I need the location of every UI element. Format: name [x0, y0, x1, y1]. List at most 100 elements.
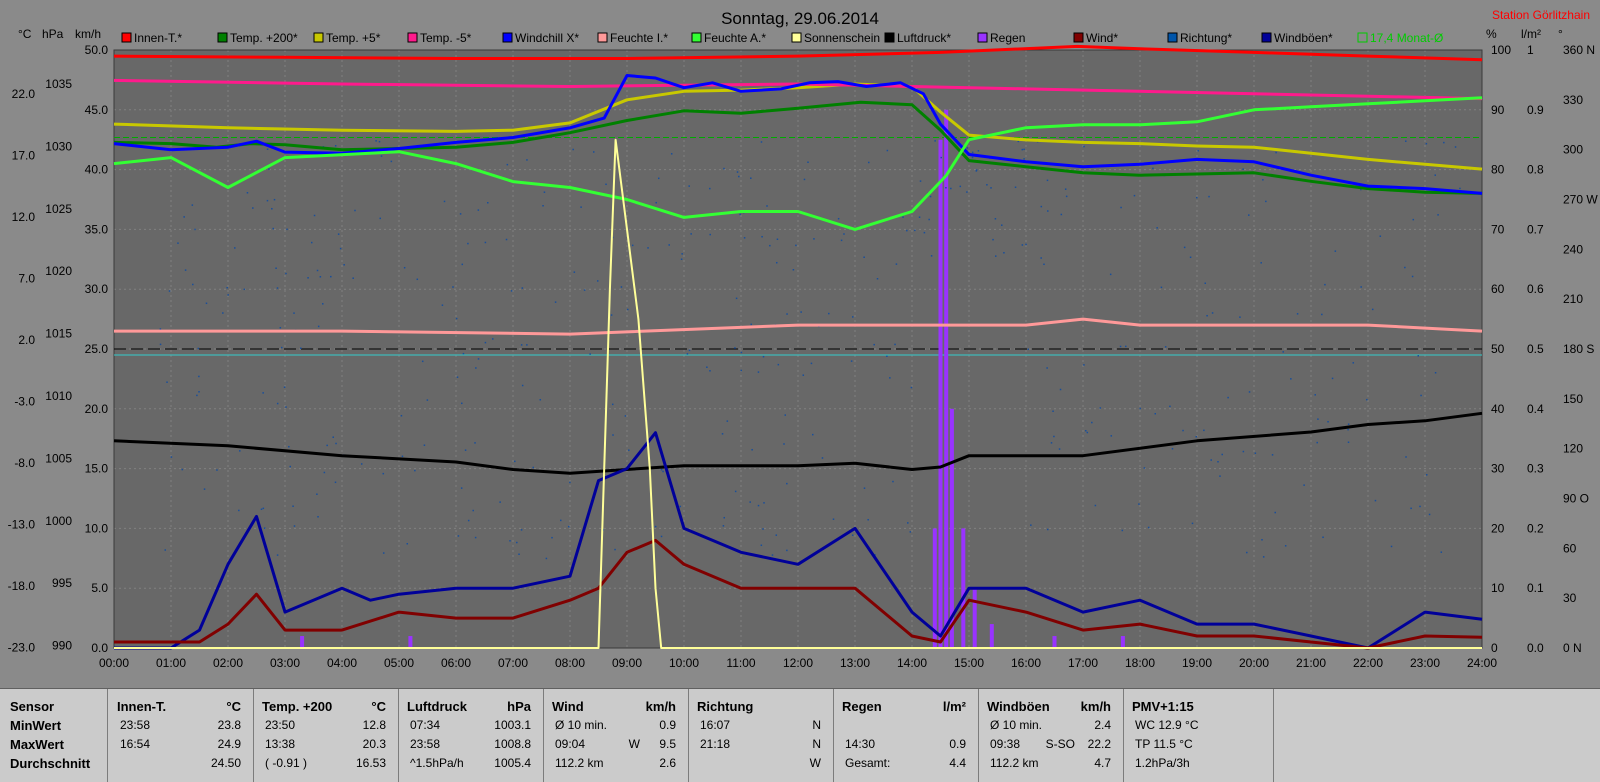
direction-dot	[1064, 188, 1067, 190]
tick-label-humidity: 100	[1491, 43, 1511, 57]
direction-dot	[382, 552, 385, 554]
tick-label-pressure: 1000	[45, 514, 72, 528]
direction-dot	[196, 394, 198, 397]
direction-dot	[851, 316, 854, 318]
tick-label-temp: 22.0	[12, 87, 36, 101]
direction-dot	[762, 528, 764, 530]
direction-dot	[1053, 435, 1055, 438]
tick-label-rain: 0.7	[1527, 222, 1544, 236]
direction-dot	[611, 403, 614, 406]
rain-bar	[300, 636, 305, 648]
direction-dot	[520, 344, 523, 346]
direction-dot	[1352, 362, 1355, 364]
direction-dot	[543, 191, 546, 193]
direction-dot	[516, 541, 518, 544]
direction-dot	[1379, 235, 1382, 237]
direction-dot	[1001, 224, 1003, 226]
direction-dot	[205, 302, 208, 305]
direction-dot	[323, 471, 326, 474]
tick-label-rain: 0.5	[1527, 342, 1544, 356]
station-name: Station Görlitzhain	[1492, 8, 1590, 22]
tick-label-time: 24:00	[1467, 656, 1497, 670]
stats-cell-value: 12.8	[362, 718, 386, 732]
tick-label-humidity: 80	[1491, 163, 1505, 177]
stats-cell-label: 23:58	[410, 737, 441, 751]
direction-dot	[216, 469, 218, 471]
direction-dot	[334, 481, 337, 484]
direction-dot	[605, 183, 607, 186]
stats-column-title: Innen-T.	[117, 699, 167, 714]
stats-column-regen: Regen l/m² 14:30 0.9 Gesamt: 4.4	[833, 689, 979, 782]
direction-dot	[593, 151, 595, 153]
chart-title: Sonntag, 29.06.2014	[721, 9, 879, 28]
direction-dot	[868, 161, 870, 164]
reference-lines	[114, 137, 1482, 356]
tick-label-temp: 12.0	[12, 210, 36, 224]
unit-lm2: l/m²	[1521, 27, 1541, 41]
direction-dot	[631, 244, 634, 247]
direction-dot	[443, 200, 446, 203]
direction-dot	[1083, 364, 1085, 366]
direction-dot	[614, 548, 616, 551]
legend-label-temp-5: Temp. +5*	[326, 31, 381, 45]
direction-dot	[1426, 474, 1428, 476]
legend-label-regen: Regen	[990, 31, 1025, 45]
direction-dot	[690, 233, 692, 235]
direction-dot	[352, 277, 354, 279]
tick-label-wind: 50.0	[85, 43, 109, 57]
tick-label-rain: 0.1	[1527, 581, 1544, 595]
direction-dot	[317, 325, 320, 328]
direction-dot	[709, 370, 711, 372]
direction-dot	[518, 553, 520, 555]
tick-label-pressure: 990	[52, 639, 72, 653]
legend-swatch-feuchte-a	[691, 32, 702, 43]
direction-dot	[1405, 456, 1407, 458]
tick-label-humidity: 40	[1491, 402, 1505, 416]
tick-label-direction: 300	[1563, 143, 1583, 157]
direction-dot	[1183, 246, 1186, 249]
direction-dot	[191, 204, 194, 206]
direction-dot	[452, 286, 454, 288]
direction-dot	[863, 487, 866, 489]
direction-dot	[990, 187, 992, 189]
tick-label-wind: 25.0	[85, 342, 109, 356]
tick-label-time: 07:00	[498, 656, 528, 670]
direction-dot	[159, 328, 162, 330]
direction-dot	[1154, 412, 1157, 415]
direction-dot	[612, 434, 614, 436]
stats-column-unit: °C	[371, 699, 386, 714]
tick-label-time: 17:00	[1068, 656, 1098, 670]
direction-dot	[414, 469, 416, 472]
rowlabel-avg: Durchschnitt	[10, 756, 91, 771]
tick-label-time: 20:00	[1239, 656, 1269, 670]
tick-label-direction: 240	[1563, 242, 1583, 256]
direction-dot	[1040, 205, 1043, 208]
direction-dot	[1125, 345, 1127, 348]
direction-dot	[484, 241, 487, 244]
direction-dot	[681, 253, 683, 255]
direction-dot	[316, 269, 319, 272]
series-line-feuchte-a	[113, 96, 1483, 231]
direction-dot	[520, 529, 523, 531]
direction-dot	[1360, 188, 1362, 191]
stats-column-innen-t: Innen-T. °C 23:58 23.8 16:54 24.9 24.50	[108, 689, 254, 782]
direction-dot	[945, 186, 947, 189]
direction-dot	[736, 171, 739, 173]
direction-dot	[1046, 528, 1049, 531]
direction-dot	[930, 255, 933, 257]
direction-dot	[1003, 252, 1005, 254]
direction-dot	[1120, 206, 1122, 209]
direction-dot	[181, 468, 184, 471]
direction-dot	[610, 314, 613, 316]
direction-dot	[760, 544, 763, 547]
series-line-temp-200	[113, 100, 1483, 195]
direction-dot	[832, 518, 835, 520]
axis-labels: 22.0 17.0 12.0 7.0 2.0 -3.0 -8.0 -13.0 -18.0 -23.…	[8, 43, 1599, 670]
direction-dot	[472, 509, 474, 512]
stats-column-unit: hPa	[507, 699, 531, 714]
direction-dot	[1404, 266, 1406, 269]
stats-cell-label: WC 12.9 °C	[1135, 718, 1199, 732]
direction-dot	[226, 286, 228, 289]
legend-swatch-luftdruck	[884, 32, 895, 43]
direction-dot	[1327, 420, 1329, 423]
